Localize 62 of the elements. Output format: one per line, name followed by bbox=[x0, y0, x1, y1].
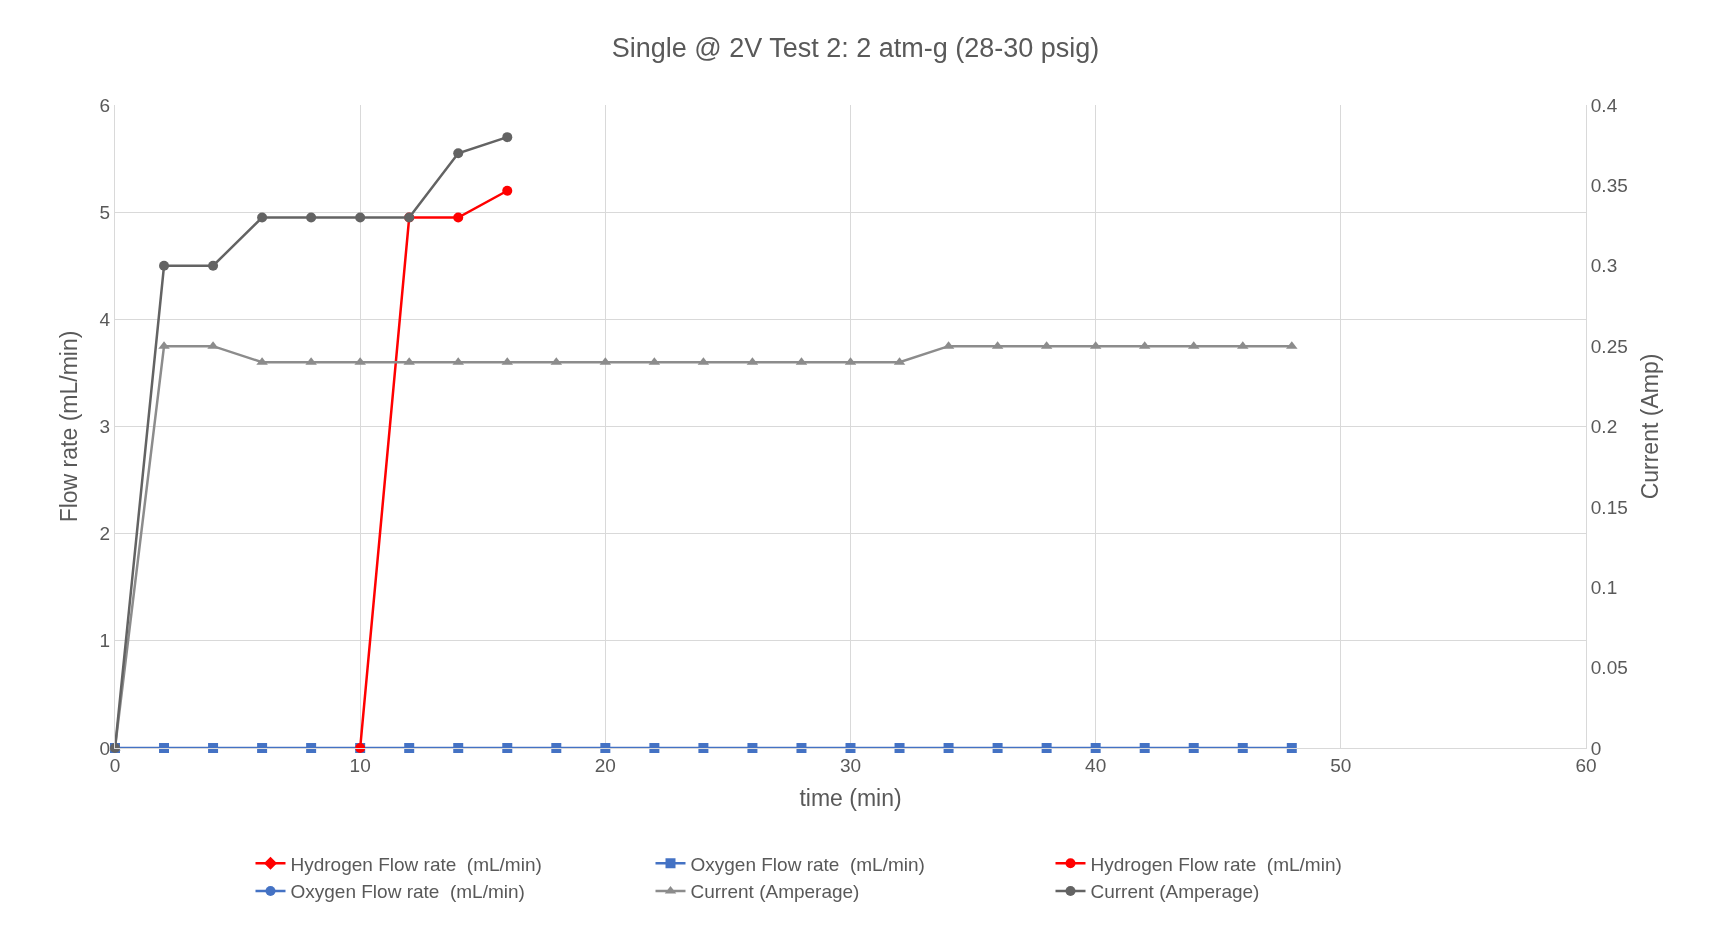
y2-tick-label: 0.2 bbox=[1590, 416, 1618, 438]
y-tick-label: 4 bbox=[99, 308, 111, 330]
y-tick-label: 2 bbox=[99, 523, 111, 545]
x-tick-label: 30 bbox=[839, 754, 862, 776]
y2-tick-label: 0.05 bbox=[1590, 657, 1628, 679]
point bbox=[355, 212, 366, 223]
y-tick-label: 6 bbox=[99, 94, 111, 116]
x-tick-label: 40 bbox=[1085, 754, 1107, 776]
point bbox=[453, 148, 464, 159]
y-tick-label: 0 bbox=[99, 737, 111, 759]
x-tick-label: 50 bbox=[1330, 754, 1352, 776]
point bbox=[257, 743, 268, 753]
point bbox=[502, 132, 513, 143]
y2-tick-label: 0.35 bbox=[1590, 175, 1628, 197]
point bbox=[796, 743, 807, 753]
point bbox=[159, 743, 170, 753]
y2-tick-label: 0.3 bbox=[1590, 255, 1618, 277]
y2-tick-label: 0.1 bbox=[1590, 576, 1618, 598]
y-axis-title: Flow rate (mL/min) bbox=[56, 330, 83, 523]
point bbox=[404, 743, 415, 753]
x-axis-title: time (min) bbox=[799, 785, 902, 812]
point bbox=[1041, 743, 1052, 753]
y2-tick-label: 0.15 bbox=[1590, 496, 1628, 518]
point bbox=[502, 185, 513, 196]
x-tick-label: 10 bbox=[349, 754, 371, 776]
point bbox=[1139, 743, 1150, 753]
chart-title: Single @ 2V Test 2: 2 atm-g (28-30 psig) bbox=[611, 32, 1100, 63]
point bbox=[208, 743, 219, 753]
point bbox=[257, 212, 268, 223]
point bbox=[1188, 743, 1199, 753]
point bbox=[747, 743, 758, 753]
legend-label: Hydrogen Flow rate (mL/min) bbox=[1090, 853, 1342, 875]
point bbox=[1286, 743, 1297, 753]
point bbox=[453, 212, 464, 223]
y-tick-label: 3 bbox=[99, 416, 111, 438]
y2-tick-label: 0.25 bbox=[1590, 335, 1628, 357]
point bbox=[1090, 743, 1101, 753]
point bbox=[649, 743, 660, 753]
point bbox=[306, 212, 317, 223]
point bbox=[698, 743, 709, 753]
y-tick-label: 1 bbox=[99, 630, 111, 652]
point bbox=[453, 743, 464, 753]
point bbox=[208, 260, 219, 271]
point bbox=[502, 743, 513, 753]
y-tick-label: 5 bbox=[99, 201, 111, 223]
x-tick-label: 20 bbox=[594, 754, 616, 776]
point bbox=[894, 743, 905, 753]
point bbox=[600, 743, 611, 753]
point bbox=[943, 743, 954, 753]
point bbox=[845, 743, 856, 753]
point bbox=[551, 743, 562, 753]
point bbox=[1237, 743, 1248, 753]
point bbox=[306, 743, 317, 753]
legend-label: Oxygen Flow rate (mL/min) bbox=[690, 853, 925, 875]
legend-label: Current (Amperage) bbox=[690, 881, 860, 903]
point bbox=[992, 743, 1003, 753]
point bbox=[159, 260, 170, 271]
legend-label: Oxygen Flow rate (mL/min) bbox=[290, 881, 525, 903]
legend-label: Current (Amperage) bbox=[1090, 881, 1260, 903]
legend-label: Hydrogen Flow rate (mL/min) bbox=[290, 853, 542, 875]
y2-axis-title: Current (Amp) bbox=[1637, 353, 1664, 500]
y2-tick-label: 0.4 bbox=[1590, 94, 1618, 116]
